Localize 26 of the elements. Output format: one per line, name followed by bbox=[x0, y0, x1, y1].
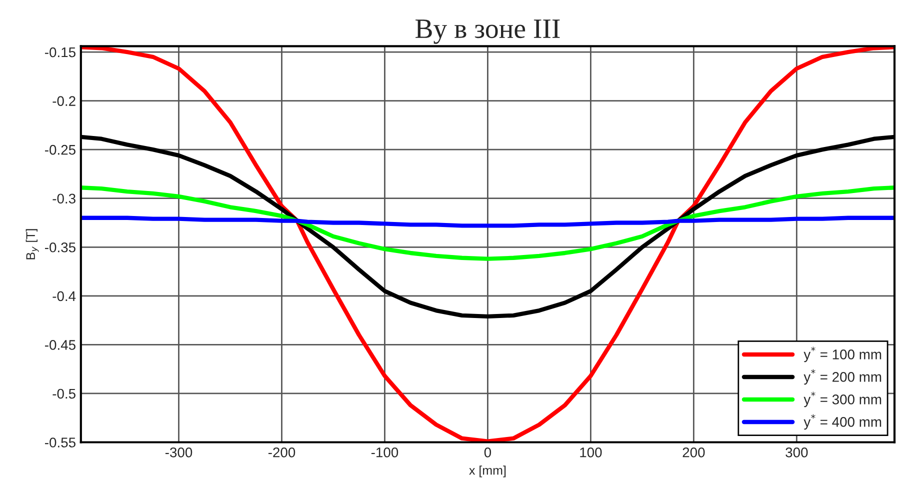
y-axis-title: B$_{y}$ [T] bbox=[26, 229, 39, 260]
line-series bbox=[80, 186, 895, 261]
y-tick-label: -0.3 bbox=[52, 194, 76, 204]
legend-label: y$^{*}$ = 300 mm bbox=[804, 392, 882, 408]
y-tick-label: -0.2 bbox=[52, 96, 76, 106]
x-tick-label: 200 bbox=[682, 447, 705, 458]
chart-title: By в зоне III bbox=[416, 20, 560, 44]
x-tick-label: 300 bbox=[786, 447, 808, 458]
x-tick-label: 100 bbox=[580, 447, 602, 458]
y-tick-label: -0.5 bbox=[52, 388, 76, 399]
y-tick-label: -0.55 bbox=[45, 438, 76, 448]
x-tick-label: -300 bbox=[165, 447, 192, 458]
y-tick-label: -0.45 bbox=[45, 340, 76, 350]
x-tick-label: 0 bbox=[484, 447, 492, 458]
y-tick-label: -0.15 bbox=[45, 47, 76, 58]
legend-label: y$^{*}$ = 100 mm bbox=[804, 346, 882, 362]
y-tick-label: -0.25 bbox=[45, 144, 76, 155]
x-tick-label: -100 bbox=[371, 447, 398, 458]
line-series bbox=[80, 46, 895, 442]
x-tick-label: -200 bbox=[268, 447, 296, 458]
line-series bbox=[80, 216, 895, 228]
legend-label: y$^{*}$ = 400 mm bbox=[804, 414, 882, 430]
y-tick-label: -0.35 bbox=[45, 242, 76, 252]
x-axis-title: x [mm] bbox=[469, 466, 506, 478]
y-tick-label: -0.4 bbox=[52, 291, 76, 302]
legend-label: y$^{*}$ = 200 mm bbox=[804, 369, 882, 385]
